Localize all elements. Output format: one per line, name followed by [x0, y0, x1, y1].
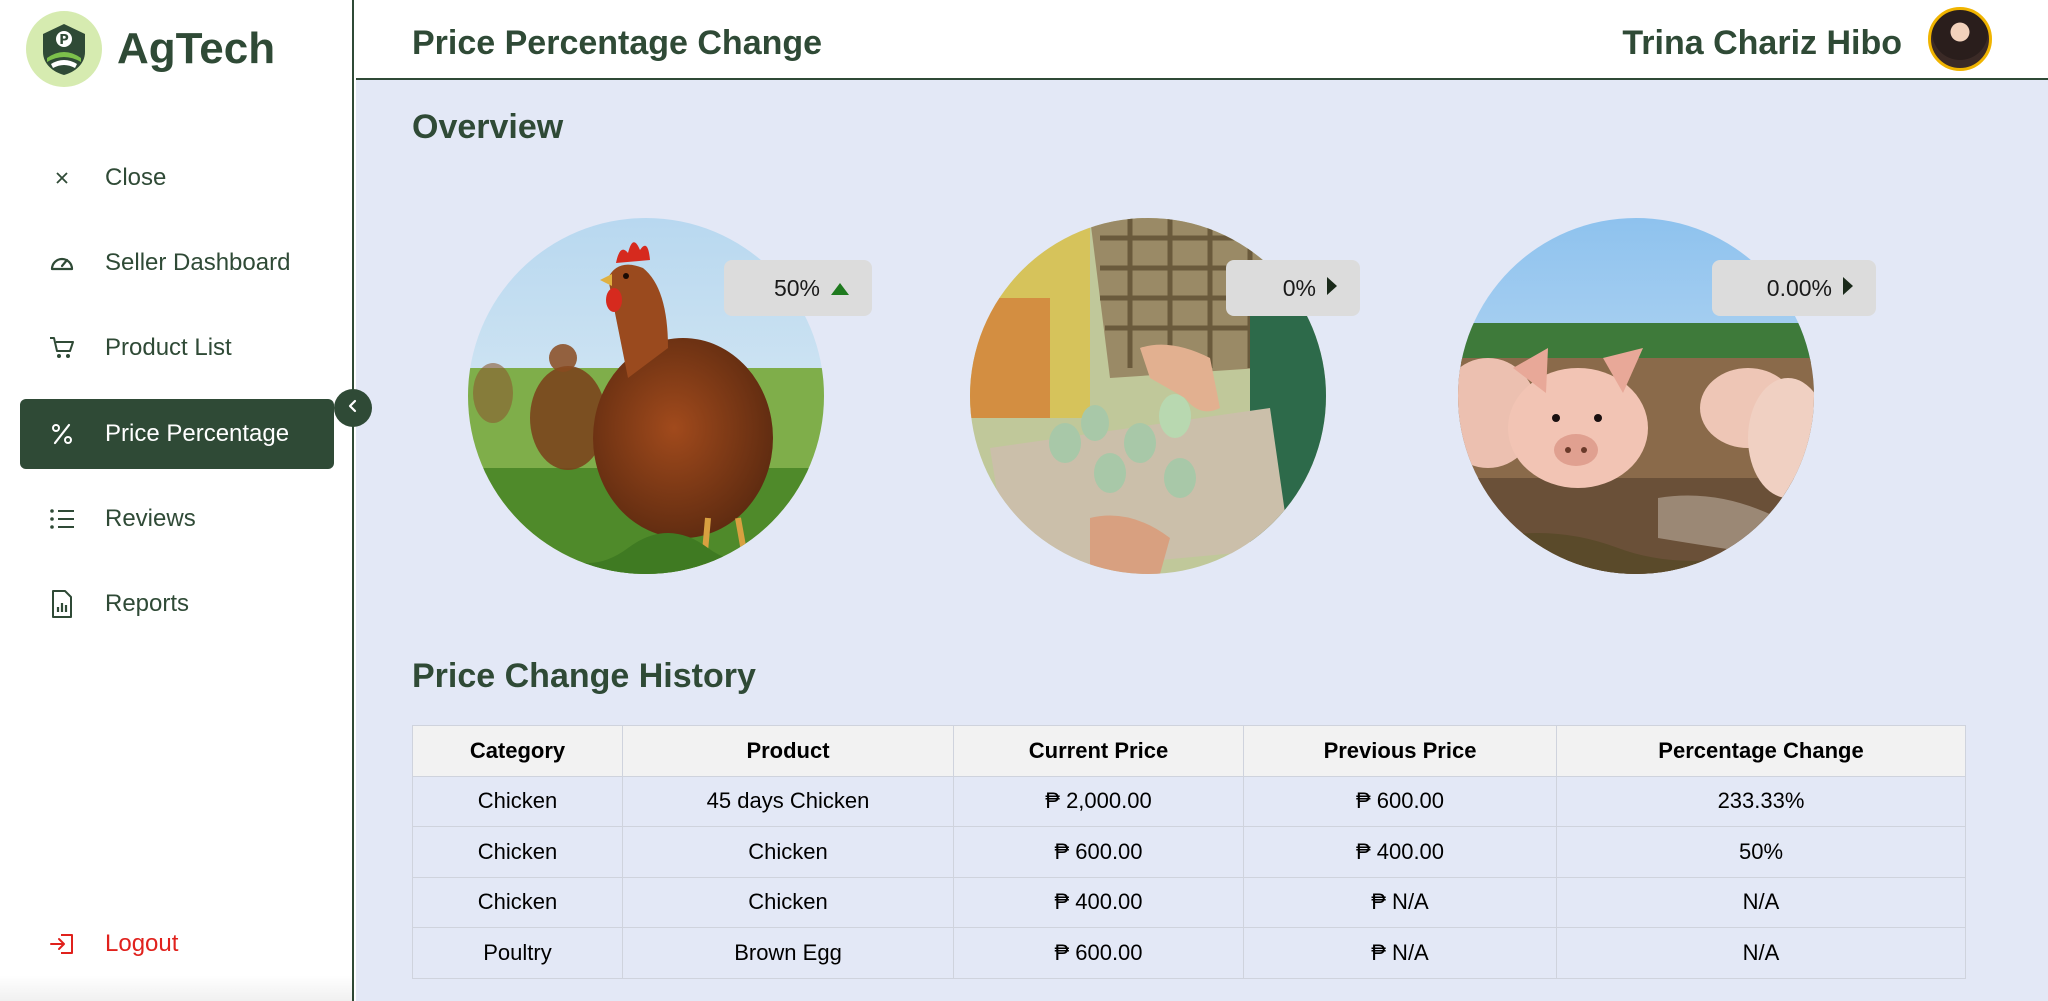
table-row: Chicken 45 days Chicken ₱ 2,000.00 ₱ 600… [412, 775, 1966, 827]
trend-up-icon [830, 275, 850, 302]
column-header-product: Product [622, 725, 954, 777]
sidebar-item-label: Reports [105, 590, 190, 617]
cell-previous-price: ₱ N/A [1243, 927, 1557, 979]
close-icon [40, 168, 84, 188]
cell-category: Chicken [412, 876, 623, 928]
gauge-icon [40, 251, 84, 275]
cell-percentage-change: 233.33% [1556, 775, 1966, 827]
sidebar-item-reports[interactable]: Reports [20, 569, 334, 639]
page-title: Price Percentage Change [412, 24, 823, 62]
trend-neutral-icon [1842, 275, 1854, 302]
cell-category: Chicken [412, 826, 623, 878]
cell-percentage-change: 50% [1556, 826, 1966, 878]
cell-product: Chicken [622, 876, 954, 928]
overview-title: Overview [412, 108, 564, 146]
brand-name: AgTech [117, 24, 276, 73]
sidebar-item-reviews[interactable]: Reviews [20, 484, 334, 554]
svg-text:P: P [59, 33, 69, 48]
top-header: Price Percentage Change Trina Chariz Hib… [356, 0, 2048, 80]
cell-current-price: ₱ 2,000.00 [953, 775, 1244, 827]
column-header-current-price: Current Price [953, 725, 1244, 777]
farm-logo-icon: P [26, 11, 102, 87]
overview-card-pigs[interactable]: 0.00% [1458, 218, 1876, 578]
sidebar-item-seller-dashboard[interactable]: Seller Dashboard [20, 228, 334, 298]
sidebar: P AgTech Close Seller Dashboard Product … [0, 0, 354, 1001]
price-change-history-title: Price Change History [412, 657, 756, 695]
price-change-value: 0% [1282, 274, 1316, 301]
list-icon [40, 507, 84, 531]
price-change-badge: 0.00% [1712, 260, 1876, 316]
sidebar-bottom-shadow [0, 975, 354, 1001]
overview-card-eggs[interactable]: 0% [970, 218, 1360, 578]
sidebar-item-product-list[interactable]: Product List [20, 313, 334, 383]
logout-label: Logout [105, 930, 179, 957]
overview-card-chicken[interactable]: 50% [468, 218, 872, 578]
percent-icon [40, 421, 84, 447]
price-change-value: 50% [773, 274, 820, 301]
sidebar-item-price-percentage[interactable]: Price Percentage [20, 399, 334, 469]
cell-current-price: ₱ 600.00 [953, 826, 1244, 878]
cart-icon [40, 335, 84, 361]
column-header-previous-price: Previous Price [1243, 725, 1557, 777]
sidebar-item-label: Close [105, 164, 167, 191]
cell-previous-price: ₱ 600.00 [1243, 775, 1557, 827]
sidebar-item-label: Reviews [105, 505, 196, 532]
cell-product: Brown Egg [622, 927, 954, 979]
sidebar-item-label: Product List [105, 334, 232, 361]
cell-current-price: ₱ 600.00 [953, 927, 1244, 979]
price-change-value: 0.00% [1766, 274, 1832, 301]
column-header-percentage-change: Percentage Change [1556, 725, 1966, 777]
sidebar-item-label: Seller Dashboard [105, 249, 291, 276]
collapse-sidebar-button[interactable] [334, 389, 372, 427]
brand[interactable]: P AgTech [26, 11, 275, 87]
chevron-left-icon [345, 398, 361, 419]
price-change-badge: 0% [1226, 260, 1360, 316]
report-icon [40, 589, 84, 619]
cell-category: Chicken [412, 775, 623, 827]
sidebar-item-label: Price Percentage [105, 420, 290, 447]
table-row: Poultry Brown Egg ₱ 600.00 ₱ N/A N/A [412, 927, 1966, 979]
cell-percentage-change: N/A [1556, 927, 1966, 979]
table-row: Chicken Chicken ₱ 600.00 ₱ 400.00 50% [412, 826, 1966, 878]
user-name[interactable]: Trina Chariz Hibo [1622, 24, 1902, 62]
main-content: Overview [356, 80, 2048, 1001]
logout-button[interactable]: Logout [20, 909, 334, 979]
trend-neutral-icon [1326, 275, 1338, 302]
column-header-category: Category [412, 725, 623, 777]
cell-category: Poultry [412, 927, 623, 979]
avatar[interactable] [1928, 7, 1992, 71]
cell-previous-price: ₱ 400.00 [1243, 826, 1557, 878]
logout-icon [40, 931, 84, 957]
table-row: Chicken Chicken ₱ 400.00 ₱ N/A N/A [412, 876, 1966, 928]
cell-percentage-change: N/A [1556, 876, 1966, 928]
cell-previous-price: ₱ N/A [1243, 876, 1557, 928]
cell-product: 45 days Chicken [622, 775, 954, 827]
price-change-history-table: Category Product Current Price Previous … [412, 725, 1966, 979]
cell-product: Chicken [622, 826, 954, 878]
sidebar-item-close[interactable]: Close [20, 143, 334, 213]
cell-current-price: ₱ 400.00 [953, 876, 1244, 928]
table-header-row: Category Product Current Price Previous … [412, 725, 1966, 777]
price-change-badge: 50% [724, 260, 872, 316]
